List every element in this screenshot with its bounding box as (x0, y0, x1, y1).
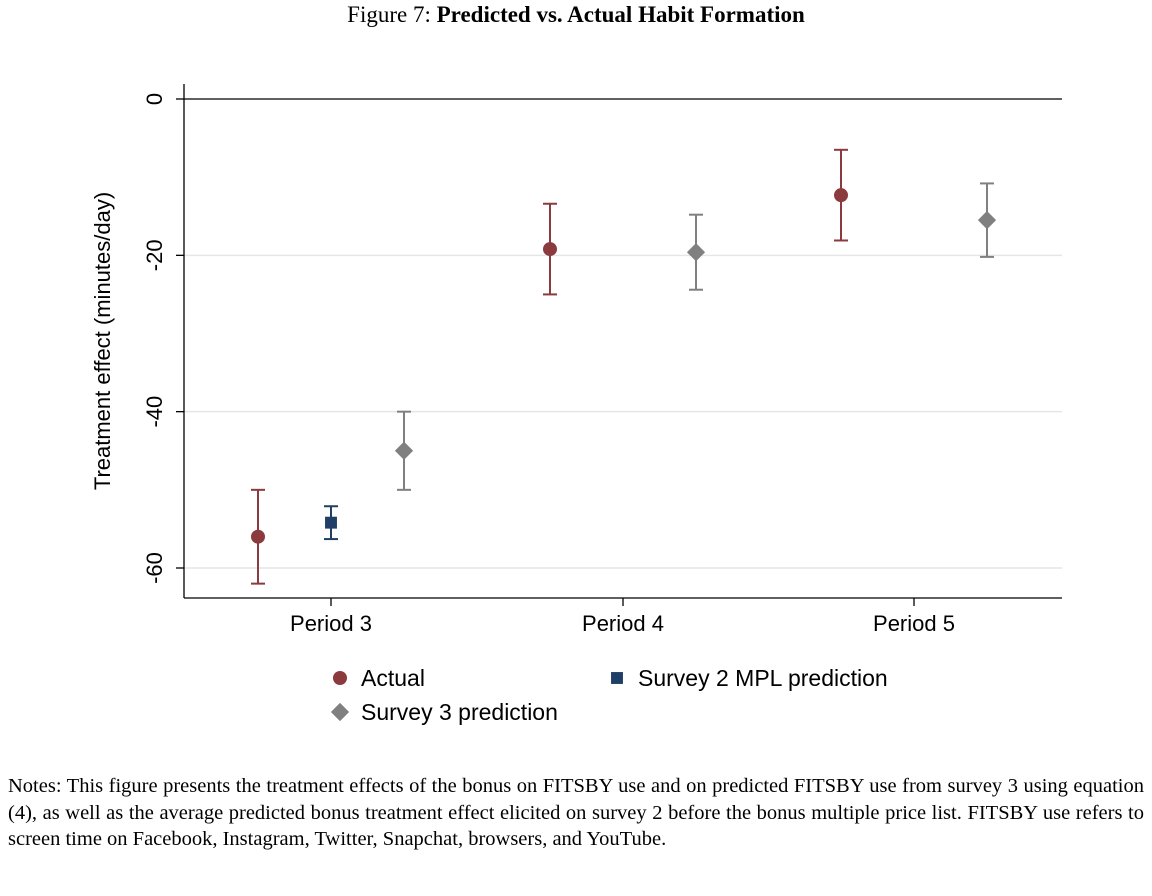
legend-marker (330, 702, 350, 722)
y-tick-label: -20 (142, 239, 167, 271)
data-point (543, 242, 557, 257)
legend-marker (611, 672, 623, 684)
data-point (325, 516, 337, 529)
legend-label: Survey 2 MPL prediction (638, 665, 888, 691)
figure-label: Figure 7: (347, 2, 431, 27)
y-tick-label: -40 (142, 396, 167, 428)
y-tick-label: -60 (142, 552, 167, 584)
data-point (834, 188, 848, 203)
legend-label: Actual (361, 665, 425, 691)
axes: 0 -20 -40 -60 Treatment effect (minutes/day)… (90, 84, 1062, 636)
figure-title: Predicted vs. Actual Habit Formation (436, 2, 805, 27)
figure-notes: Notes: This figure presents the treatmen… (8, 775, 1144, 850)
x-tick-label: Period 3 (290, 611, 372, 636)
y-tick-label: 0 (142, 93, 167, 105)
plot-data (251, 148, 997, 585)
data-point (394, 441, 414, 460)
chart: 0 -20 -40 -60 Treatment effect (minutes/day)… (90, 84, 1062, 725)
x-tick-label: Period 5 (873, 611, 955, 636)
data-point (251, 529, 265, 544)
legend-marker (333, 671, 347, 685)
y-axis-title: Treatment effect (minutes/day) (90, 192, 115, 490)
data-point (686, 243, 706, 262)
gridlines (184, 98, 1062, 569)
data-point (977, 211, 997, 230)
x-tick-label: Period 4 (582, 611, 664, 636)
figure-caption: Figure 7: Predicted vs. Actual Habit For… (0, 2, 1152, 28)
legend: Actual Survey 2 MPL prediction Survey 3 pr… (330, 665, 888, 725)
legend-label: Survey 3 prediction (361, 699, 558, 725)
